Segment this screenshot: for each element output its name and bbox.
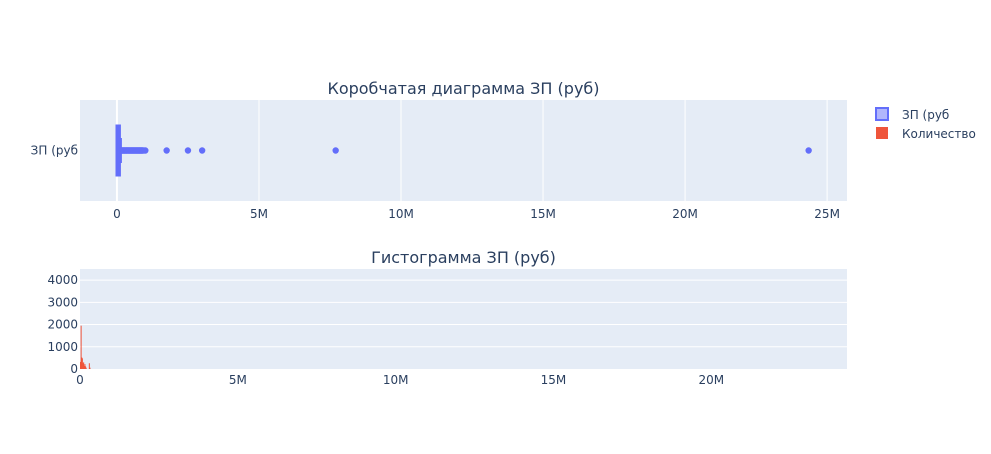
legend-swatch-count <box>876 127 888 139</box>
histogram-bar <box>89 367 91 369</box>
histogram-x-tick-label: 15M <box>541 373 567 387</box>
box-outlier-point <box>163 147 170 154</box>
histogram-background <box>80 269 847 369</box>
histogram-x-ticks: 0 5M 10M 15M 20M <box>76 373 724 387</box>
box-plot-x-tick-label: 20M <box>672 207 698 221</box>
legend-swatch-salary <box>875 107 889 121</box>
histogram-y-tick-label: 1000 <box>47 340 78 354</box>
histogram-y-tick-label: 3000 <box>47 295 78 309</box>
histogram-bar <box>80 361 81 369</box>
histogram-bar <box>85 367 87 369</box>
histogram-bar <box>83 365 85 369</box>
box-plot-x-tick-label: 0 <box>113 207 121 221</box>
box-outlier-point <box>198 147 206 154</box>
histogram-y-ticks: 0 1000 2000 3000 4000 <box>47 273 78 376</box>
histogram-gridlines <box>80 279 847 348</box>
box-outlier-point <box>332 147 339 154</box>
histogram-y-tick-label: 0 <box>70 362 78 376</box>
histogram-bar <box>81 358 83 369</box>
box-plot-category-label: ЗП (руб <box>31 144 78 158</box>
histogram-bar <box>80 325 82 369</box>
legend-label-salary: ЗП (руб <box>902 108 949 122</box>
box-plot-x-tick-label: 10M <box>388 207 414 221</box>
histogram-bars <box>80 325 91 369</box>
histogram-title: Гистограмма ЗП (руб) <box>371 248 556 267</box>
box-plot-x-ticks: 0 5M 10M 15M 20M 25M <box>113 207 840 221</box>
histogram-x-tick-label: 10M <box>383 373 409 387</box>
histogram-bar <box>83 362 85 369</box>
histogram-y-tick-label: 4000 <box>47 273 78 287</box>
box-outlier-point <box>142 147 149 154</box>
box-plot-x-tick-label: 25M <box>814 207 840 221</box>
box-plot-panel: 0 5M 10M 15M 20M 25M Коробчатая диаграмма ЗП … <box>31 79 847 221</box>
histogram-bar <box>88 363 90 369</box>
histogram-y-tick-label: 2000 <box>47 318 78 332</box>
box-outlier-point <box>805 147 812 154</box>
legend-label-count: Количество <box>902 127 976 141</box>
histogram-bar <box>82 363 84 369</box>
histogram-x-tick-label: 0 <box>76 373 84 387</box>
box-plot-background <box>80 100 847 201</box>
box-plot-title: Коробчатая диаграмма ЗП (руб) <box>327 79 599 98</box>
histogram-bar <box>84 364 86 369</box>
chart-legend[interactable]: ЗП (руб Количество <box>875 107 976 141</box>
box-plot-x-tick-label: 15M <box>530 207 556 221</box>
legend-item-salary[interactable]: ЗП (руб <box>875 107 949 122</box>
box-plot-x-tick-label: 5M <box>250 207 268 221</box>
box-plot-marks <box>115 124 812 177</box>
legend-item-count[interactable]: Количество <box>876 127 976 141</box>
histogram-bar <box>81 357 83 369</box>
box-outlier-point <box>184 147 192 154</box>
histogram-x-tick-label: 20M <box>698 373 724 387</box>
histogram-bar <box>85 366 87 369</box>
histogram-x-tick-label: 5M <box>229 373 247 387</box>
histogram-panel: 0 5M 10M 15M 20M 0 1000 2000 3000 4000 Гистограм… <box>47 248 847 387</box>
